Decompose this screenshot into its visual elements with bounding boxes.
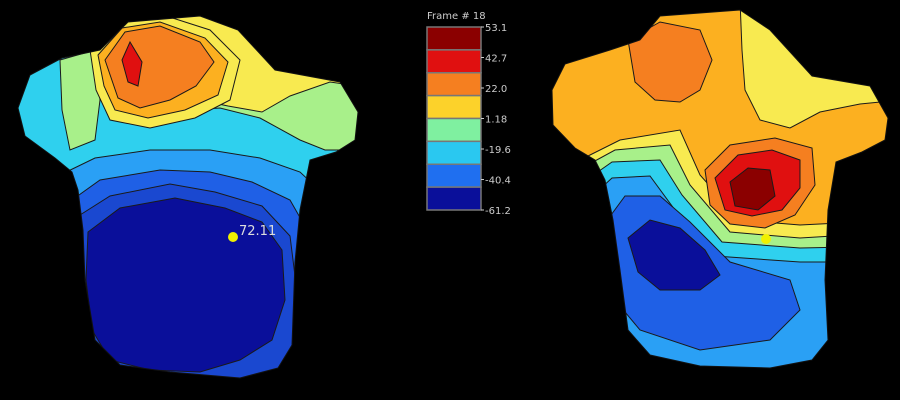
legend-tick-label: -19.6: [485, 145, 511, 156]
legend-tick-label: -61.2: [485, 206, 511, 217]
legend-title: Frame # 18: [427, 11, 486, 22]
legend-band-0: [426, 26, 482, 51]
legend-band-2: [426, 72, 482, 97]
right-region-dark-blue: [627, 219, 721, 291]
left-marker-label: 72.11: [239, 224, 276, 239]
left-torso-outline: [17, 15, 359, 379]
legend-tick-label: 1.18: [485, 115, 507, 126]
right-electrode-marker: [761, 234, 771, 244]
legend-band-5: [426, 140, 482, 165]
legend-band-4: [426, 117, 482, 143]
legend-tick-label: 22.0: [485, 84, 507, 95]
legend-tick-label: -40.4: [485, 176, 511, 187]
legend-tick-label: 53.1: [485, 23, 507, 34]
legend-bands: [426, 26, 482, 211]
legend-tick-label: 42.7: [485, 54, 507, 65]
legend-band-1: [426, 49, 482, 74]
legend-ticks: 53.1 42.7 22.0 1.18 -19.6 -40.4 -61.2: [481, 23, 511, 217]
legend-band-7: [426, 186, 482, 211]
legend-band-3: [426, 94, 482, 120]
left-region-dark-blue: [85, 197, 286, 373]
right-region-orange-top: [627, 21, 713, 103]
right-region-dark-red: [729, 167, 776, 211]
left-region-red: [121, 40, 143, 87]
left-torso-map: 72.11: [17, 15, 359, 379]
left-electrode-marker: [228, 232, 238, 242]
right-torso-outline: [551, 9, 889, 369]
colorbar-legend: Frame # 18 53.1 42.7 22.0 1.18 -19.6 -40.4 -61…: [426, 11, 511, 217]
legend-band-6: [426, 163, 482, 188]
